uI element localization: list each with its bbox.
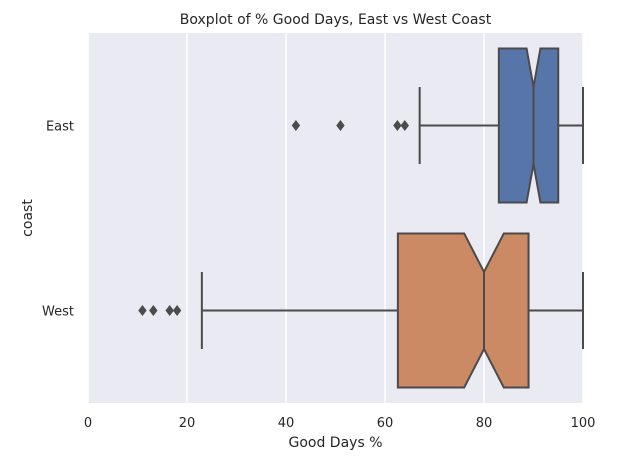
x-axis-ticks: 0 20 40 60 80 100 [84, 416, 596, 431]
x-axis-label: Good Days % [288, 435, 382, 451]
outlier-point [336, 120, 345, 131]
chart-title: Boxplot of % Good Days, East vs West Coa… [180, 12, 492, 28]
outlier-point [291, 120, 301, 131]
outlier-point [172, 305, 182, 316]
outlier-point [165, 305, 174, 316]
y-axis-label: coast [20, 199, 36, 237]
outlier-point [393, 120, 402, 131]
box-east [291, 47, 584, 204]
outlier-point [400, 120, 409, 131]
x-tick-label: 100 [571, 416, 596, 431]
x-tick-label: 40 [278, 416, 295, 431]
x-tick-label: 60 [377, 416, 394, 431]
y-tick-label: West [42, 305, 74, 320]
box-west [138, 232, 584, 389]
y-tick-label: East [46, 120, 74, 135]
y-axis-ticks: East West [42, 120, 74, 320]
box-series [138, 47, 584, 389]
x-tick-label: 20 [179, 416, 196, 431]
outlier-point [149, 305, 158, 316]
x-tick-label: 0 [84, 416, 92, 431]
outlier-point [138, 305, 147, 316]
x-tick-label: 80 [476, 416, 493, 431]
box-body [497, 47, 560, 204]
box-body [396, 232, 530, 389]
